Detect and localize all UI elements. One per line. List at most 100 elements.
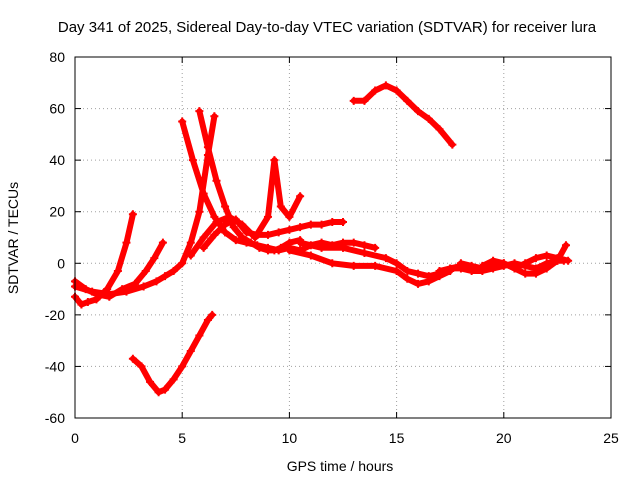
data-point xyxy=(169,267,178,276)
y-tick-label: 20 xyxy=(49,204,65,220)
data-point xyxy=(186,346,195,355)
data-point xyxy=(285,246,294,255)
data-point xyxy=(199,233,208,242)
data-point xyxy=(561,241,570,250)
data-point xyxy=(188,156,197,165)
data-point xyxy=(195,331,204,340)
data-point xyxy=(255,243,264,252)
data-point xyxy=(158,238,167,247)
data-point xyxy=(414,279,423,288)
data-point xyxy=(212,176,221,185)
series-track-6 xyxy=(195,107,305,255)
data-point xyxy=(152,277,161,286)
y-tick-label: -60 xyxy=(45,410,65,426)
x-tick-label: 5 xyxy=(178,430,186,446)
data-point xyxy=(270,246,279,255)
data-point xyxy=(381,81,390,90)
data-point xyxy=(285,225,294,234)
data-point xyxy=(238,233,247,242)
data-point xyxy=(221,228,230,237)
data-point xyxy=(285,238,294,247)
data-point xyxy=(246,238,255,247)
data-point xyxy=(242,228,251,237)
data-point xyxy=(77,300,86,309)
data-point xyxy=(150,254,159,263)
data-point xyxy=(360,96,369,105)
x-tick-label: 10 xyxy=(282,430,298,446)
series-track-9 xyxy=(285,246,455,288)
data-point xyxy=(210,230,219,239)
data-point xyxy=(349,96,358,105)
axis-ticks xyxy=(74,56,612,419)
data-point xyxy=(169,375,178,384)
y-tick-labels: -60 -40 -20 0 20 40 60 80 xyxy=(45,49,65,426)
data-point xyxy=(296,192,305,201)
y-tick-label: 40 xyxy=(49,152,65,168)
data-point xyxy=(542,251,551,260)
data-point xyxy=(105,290,114,299)
data-point xyxy=(178,259,187,268)
data-point xyxy=(276,243,285,252)
data-point xyxy=(317,243,326,252)
data-point xyxy=(564,256,573,265)
series-line xyxy=(129,311,216,396)
data-point xyxy=(203,143,212,152)
y-tick-label: 60 xyxy=(49,101,65,117)
data-point xyxy=(122,238,131,247)
y-tick-label: -40 xyxy=(45,358,65,374)
plot-frame xyxy=(74,56,612,419)
data-point xyxy=(186,251,195,260)
data-point xyxy=(317,220,326,229)
data-point xyxy=(88,287,97,296)
gridlines xyxy=(75,57,611,418)
data-point xyxy=(349,261,358,270)
data-point xyxy=(414,107,423,116)
data-point xyxy=(328,259,337,268)
data-point xyxy=(221,220,230,229)
data-point xyxy=(371,86,380,95)
data-point xyxy=(553,254,562,263)
x-tick-label: 0 xyxy=(71,430,79,446)
data-point xyxy=(542,264,551,273)
data-point xyxy=(199,189,208,198)
series-layer xyxy=(71,81,573,397)
data-point xyxy=(489,256,498,265)
y-tick-label: -20 xyxy=(45,307,65,323)
data-point xyxy=(510,264,519,273)
data-point xyxy=(229,223,238,232)
x-tick-labels: 0 5 10 15 20 25 xyxy=(71,430,619,446)
data-point xyxy=(122,287,131,296)
data-point xyxy=(113,267,122,276)
x-tick-label: 25 xyxy=(603,430,619,446)
data-point xyxy=(435,267,444,276)
data-point xyxy=(141,267,150,276)
data-point xyxy=(424,272,433,281)
data-point xyxy=(403,274,412,283)
data-point xyxy=(531,254,540,263)
data-point xyxy=(128,210,137,219)
data-point xyxy=(296,238,305,247)
series-track-11 xyxy=(349,81,457,149)
data-point xyxy=(210,112,219,121)
data-point xyxy=(195,207,204,216)
data-point xyxy=(161,272,170,281)
data-point xyxy=(360,241,369,250)
data-point xyxy=(285,212,294,221)
x-tick-label: 15 xyxy=(389,430,405,446)
data-point xyxy=(212,218,221,227)
data-point xyxy=(203,316,212,325)
data-point xyxy=(139,282,148,291)
data-point xyxy=(456,259,465,268)
data-point xyxy=(414,269,423,278)
data-point xyxy=(208,310,217,319)
data-point xyxy=(371,261,380,270)
data-point xyxy=(306,251,315,260)
data-point xyxy=(403,96,412,105)
y-axis-title: SDTVAR / TECUs xyxy=(5,182,21,294)
data-point xyxy=(154,388,163,397)
x-tick-label: 20 xyxy=(496,430,512,446)
data-point xyxy=(221,202,230,211)
data-point xyxy=(360,248,369,257)
data-point xyxy=(161,385,170,394)
